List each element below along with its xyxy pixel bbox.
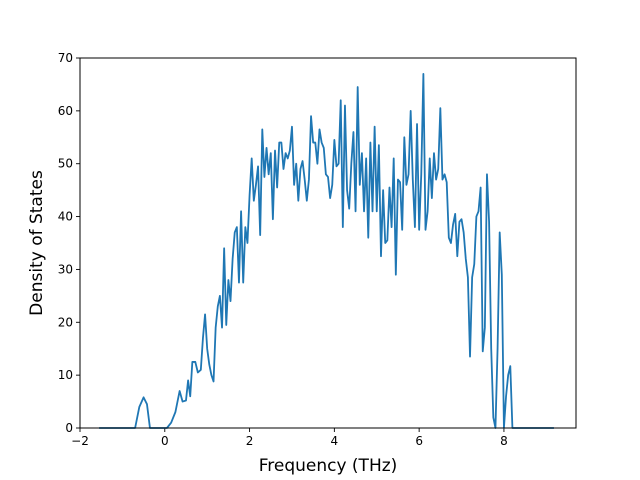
series-line [99,72,554,429]
x-axis-label: Frequency (THz) [259,456,398,476]
x-tick-label: −2 [71,434,89,448]
y-tick-label: 30 [58,262,73,276]
x-tick-label: 6 [415,434,423,448]
x-tick-label: 8 [500,434,508,448]
y-tick-label: 10 [58,368,73,382]
x-tick-label: 2 [246,434,254,448]
y-tick-label: 20 [58,315,73,329]
x-tick-label: 4 [331,434,339,448]
x-tick-label: 0 [161,434,169,448]
plot-frame [79,57,577,429]
plot-background [80,58,576,428]
y-tick-label: 70 [58,51,73,65]
y-tick-label: 60 [58,104,73,118]
y-tick-label: 50 [58,157,73,171]
y-axis-label: Density of States [27,170,47,316]
y-tick-label: 40 [58,210,73,224]
y-tick-label: 0 [65,421,73,435]
